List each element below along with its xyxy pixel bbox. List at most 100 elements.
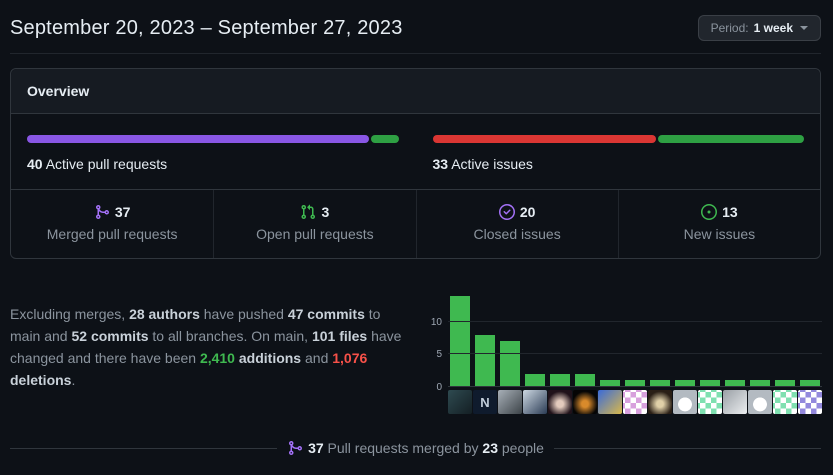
commit-bar-author-8: [625, 380, 645, 387]
commit-bar-author-1: [450, 295, 470, 387]
stat-new-value: 13: [722, 204, 738, 220]
contributor-avatar-author-10[interactable]: [673, 390, 697, 414]
commit-bar-author-10: [675, 380, 695, 387]
active-pull-requests-label: 40 Active pull requests: [27, 156, 399, 172]
overview-panel: Overview 40 Active pull requests 33 Acti…: [10, 68, 821, 259]
merged-segment: [27, 135, 369, 143]
stat-closed-issues[interactable]: 20 Closed issues: [415, 190, 618, 258]
git-pull-request-icon: [301, 204, 316, 220]
contributor-avatar-author-3[interactable]: [498, 390, 522, 414]
active-issues-column: 33 Active issues: [432, 135, 805, 172]
summary-files: 101 files: [311, 328, 368, 344]
stat-open-value: 3: [321, 204, 330, 220]
summary-deletions-label: deletions: [10, 372, 72, 388]
y-axis-label-0: 0: [436, 382, 442, 393]
closed-segment: [432, 135, 657, 143]
stat-closed-value: 20: [519, 204, 536, 220]
stat-merged-label: Merged pull requests: [46, 226, 178, 242]
y-axis-label-5: 5: [436, 349, 442, 361]
header-divider: [10, 53, 821, 54]
active-issues-count: 33: [432, 156, 449, 172]
summary-segment: and: [301, 350, 333, 366]
period-dropdown[interactable]: Period: 1 week: [697, 15, 821, 41]
contributor-avatar-author-13[interactable]: [748, 390, 772, 414]
overview-title: Overview: [27, 83, 90, 99]
commits-bar-chart: 0 5 10 N: [422, 289, 822, 414]
footer-content: 37 Pull requests merged by 23 people: [287, 440, 544, 456]
commit-bar-author-6: [575, 373, 595, 387]
page-header: September 20, 2023 – September 27, 2023 …: [10, 0, 821, 53]
new-segment: [658, 135, 804, 143]
summary-deletions-value: 1,076: [332, 350, 368, 366]
overview-header: Overview: [11, 69, 820, 114]
stat-closed-label: Closed issues: [473, 226, 561, 242]
gridline-0: [448, 386, 822, 387]
commit-bar-author-5: [550, 373, 570, 387]
footer-merged-text: Pull requests merged by: [323, 440, 483, 456]
stat-open-pull-requests[interactable]: 3 Open pull requests: [213, 190, 415, 258]
contributor-avatar-author-11[interactable]: [698, 390, 722, 414]
issue-opened-icon: [701, 204, 718, 220]
stat-new-top: 13: [627, 204, 812, 220]
commit-bar-author-12: [725, 380, 745, 387]
contributor-avatar-author-14[interactable]: [773, 390, 797, 414]
contributor-avatar-author-9[interactable]: [648, 390, 672, 414]
main-content: Excluding merges, 28 authors have pushed…: [10, 289, 822, 414]
footer-merged-line: 37 Pull requests merged by 23 people: [308, 440, 544, 456]
footer-merged-count: 37: [308, 440, 324, 456]
active-issues-label: 33 Active issues: [433, 156, 805, 172]
stat-merged-pull-requests[interactable]: 37 Merged pull requests: [11, 190, 213, 258]
contributor-avatar-author-6[interactable]: [573, 390, 597, 414]
stat-closed-top: 20: [425, 204, 610, 220]
summary-segment: Excluding merges,: [10, 306, 130, 322]
footer-divider-right: [553, 447, 821, 449]
active-pull-requests-count: 40: [27, 156, 43, 172]
merged-summary-footer: 37 Pull requests merged by 23 people: [10, 440, 821, 456]
footer-people-word: people: [497, 440, 544, 456]
commit-bar-author-11: [700, 380, 720, 387]
stat-merged-value: 37: [114, 204, 131, 220]
chart-plot-area: 0 5 10: [431, 289, 822, 393]
pull-requests-progress-bar: [27, 135, 399, 143]
active-pull-requests-text: Active pull requests: [45, 156, 168, 172]
contributor-avatar-author-4[interactable]: [523, 390, 547, 414]
commit-bar-author-14: [775, 380, 795, 387]
footer-people-count: 23: [482, 440, 498, 456]
commit-bar-author-7: [600, 380, 620, 387]
y-axis-label-10: 10: [430, 316, 442, 328]
overview-stats: 37 Merged pull requests 3 Open pull requ…: [11, 190, 820, 258]
summary-segment: to all branches. On main,: [148, 328, 312, 344]
summary-authors: 28 authors: [129, 306, 200, 322]
issue-closed-icon: [498, 204, 515, 220]
commit-bar-author-13: [750, 380, 770, 387]
git-merge-icon: [95, 205, 109, 220]
contributor-avatar-author-2[interactable]: N: [473, 390, 497, 414]
overview-body: 40 Active pull requests 33 Active issues: [11, 114, 820, 190]
chart-bars: [450, 295, 822, 387]
stat-open-label: Open pull requests: [256, 226, 374, 242]
summary-text: Excluding merges, 28 authors have pushed…: [10, 303, 410, 391]
contributor-avatar-row: N: [448, 390, 822, 414]
commit-bar-author-2: [475, 334, 495, 387]
summary-commits-main: 47 commits: [287, 306, 365, 322]
contributor-avatar-author-5[interactable]: [548, 390, 572, 414]
active-pull-requests-column: 40 Active pull requests: [27, 135, 399, 172]
contributor-avatar-author-15[interactable]: [798, 390, 822, 414]
gridline-10: [448, 320, 822, 322]
stat-new-issues[interactable]: 13 New issues: [617, 190, 820, 258]
active-issues-text: Active issues: [451, 156, 533, 172]
summary-additions-label: additions: [234, 350, 302, 366]
contributor-avatar-author-8[interactable]: [623, 390, 647, 414]
commit-bar-author-15: [800, 380, 820, 387]
summary-segment: to main and: [10, 306, 381, 344]
contributor-avatar-author-7[interactable]: [598, 390, 622, 414]
summary-commits-all: 52 commits: [71, 328, 149, 344]
pulse-page: September 20, 2023 – September 27, 2023 …: [10, 0, 822, 456]
issues-progress-bar: [432, 135, 804, 143]
contributor-avatar-author-12[interactable]: [723, 390, 747, 414]
summary-segment: have changed and there have been: [10, 328, 402, 366]
date-range-title: September 20, 2023 – September 27, 2023: [10, 16, 403, 39]
stat-new-label: New issues: [683, 226, 756, 242]
summary-segment: .: [71, 372, 76, 388]
contributor-avatar-author-1[interactable]: [448, 390, 472, 414]
